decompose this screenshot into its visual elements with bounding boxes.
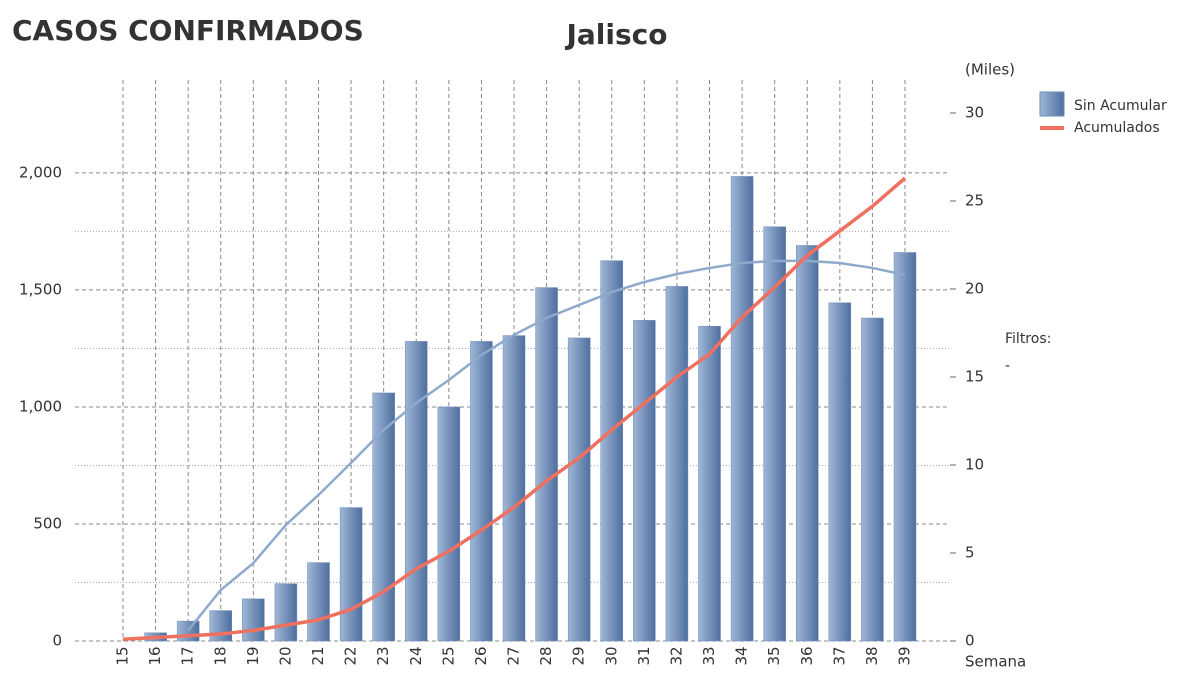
bar	[405, 341, 428, 642]
filters-label: Filtros:	[1005, 331, 1051, 347]
legend-swatch	[1039, 91, 1065, 117]
bar	[535, 287, 558, 642]
x-tick-label: 33	[700, 646, 718, 665]
bar	[600, 260, 623, 642]
bar	[893, 252, 917, 642]
y-tick-label: 1,000	[19, 397, 62, 415]
y2-tick-label: 30	[965, 104, 984, 122]
bar	[665, 286, 689, 642]
y2-tick-label: 5	[965, 544, 975, 562]
x-tick-label: 27	[505, 646, 523, 665]
x-tick-label: 37	[830, 646, 848, 665]
x-tick-label: 26	[472, 646, 490, 665]
bar	[633, 320, 656, 642]
bar	[796, 245, 819, 642]
y2-tick-label: 25	[965, 192, 984, 210]
x-tick-label: 29	[570, 646, 588, 665]
y-tick-label: 2,000	[19, 163, 62, 181]
x-tick-label: 17	[179, 646, 197, 665]
x-tick-label: 24	[407, 646, 425, 665]
x-tick-label: 19	[244, 646, 262, 665]
x-tick-label: 18	[211, 646, 229, 665]
filters-value: -	[1005, 358, 1010, 374]
bar	[828, 302, 852, 642]
bar	[437, 406, 461, 642]
x-tick-label: 20	[276, 646, 294, 665]
legend-label: Acumulados	[1074, 120, 1160, 136]
bar	[698, 325, 721, 642]
y-tick-label: 0	[52, 632, 62, 650]
bar	[176, 620, 200, 642]
bar	[307, 562, 330, 642]
bar	[372, 392, 395, 642]
bar	[470, 341, 493, 642]
bar	[861, 317, 884, 642]
y2-tick-label: 20	[965, 280, 984, 298]
x-tick-label: 21	[309, 646, 327, 665]
x-tick-label: 36	[798, 646, 816, 665]
bar	[274, 583, 298, 642]
line	[122, 176, 907, 641]
chart-subtitle: Jalisco	[564, 18, 667, 51]
x-tick-label: 25	[439, 646, 457, 665]
x-tick-label: 35	[765, 646, 783, 665]
x-tick-label: 34	[733, 646, 751, 665]
bar	[242, 598, 265, 642]
y-tick-label: 500	[33, 514, 62, 532]
bar	[730, 176, 754, 642]
bar	[567, 337, 591, 642]
x-tick-label: 39	[896, 646, 914, 665]
bar	[763, 226, 786, 642]
x-tick-label: 38	[863, 646, 881, 665]
bar	[209, 610, 232, 642]
y2-tick-label: 0	[965, 632, 975, 650]
x-tick-label: 31	[635, 646, 653, 665]
x-tick-label: 15	[114, 646, 132, 665]
y2-tick-label: 10	[965, 456, 984, 474]
x-tick-label: 30	[602, 646, 620, 665]
chart-title: CASOS CONFIRMADOS	[12, 14, 364, 47]
legend-label: Sin Acumular	[1074, 98, 1167, 114]
x-tick-label: 28	[537, 646, 555, 665]
x-tick-label: 32	[667, 646, 685, 665]
bar	[502, 335, 526, 642]
y2-axis-label: (Miles)	[965, 61, 1015, 79]
x-tick-label: 23	[374, 646, 392, 665]
trendline	[187, 259, 906, 632]
x-tick-label: 16	[146, 646, 164, 665]
x-axis-label: Semana	[965, 653, 1026, 671]
y-tick-label: 1,500	[19, 280, 62, 298]
bar	[339, 507, 363, 642]
x-tick-label: 22	[342, 646, 360, 665]
y2-tick-label: 15	[965, 368, 984, 386]
